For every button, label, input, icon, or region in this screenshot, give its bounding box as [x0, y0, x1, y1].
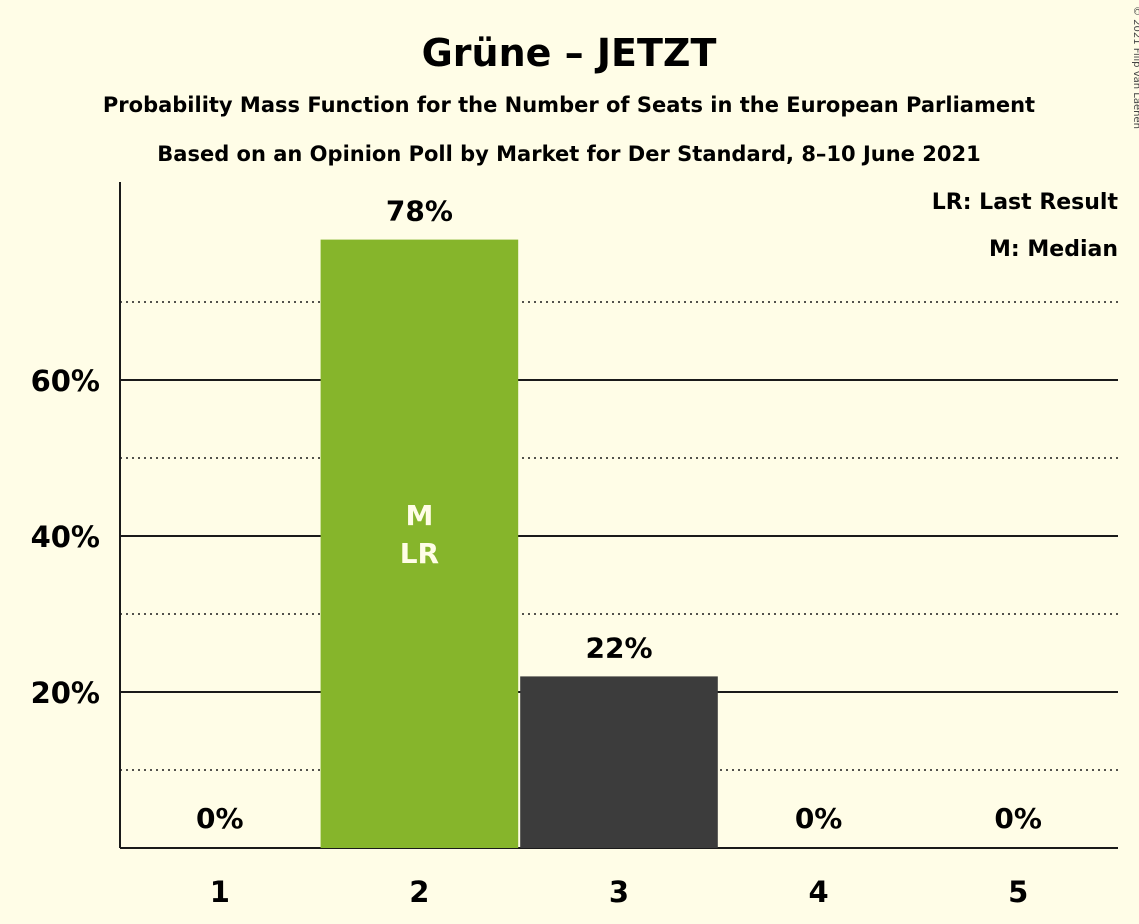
y-tick-label: 20%	[31, 676, 100, 710]
value-label: 22%	[585, 631, 652, 664]
bars	[320, 239, 718, 849]
chart-subtitle: Probability Mass Function for the Number…	[103, 93, 1035, 117]
bar-marker-label: M	[405, 499, 433, 532]
value-label: 78%	[386, 195, 453, 228]
chart-title: Grüne – JETZT	[422, 31, 717, 75]
y-tick-label: 40%	[31, 520, 100, 554]
value-label: 0%	[196, 802, 244, 835]
bar-2	[320, 239, 519, 849]
bar-marker-label: LR	[400, 537, 439, 570]
x-tick-label: 2	[409, 875, 429, 909]
copyright-text: © 2021 Filip van Laenen	[1131, 6, 1139, 129]
y-tick-label: 60%	[31, 364, 100, 398]
chart-subtitle-2: Based on an Opinion Poll by Market for D…	[157, 142, 980, 166]
x-tick-label: 4	[809, 875, 829, 909]
value-label: 0%	[994, 802, 1042, 835]
gridlines	[119, 182, 1118, 849]
legend-entry: M: Median	[989, 237, 1118, 262]
x-tick-label: 1	[210, 875, 230, 909]
legend: LR: Last Result M: Median	[932, 190, 1119, 262]
x-tick-label: 3	[609, 875, 629, 909]
bar-3	[520, 676, 718, 848]
value-label: 0%	[795, 802, 843, 835]
x-tick-label: 5	[1008, 875, 1028, 909]
legend-entry: LR: Last Result	[932, 190, 1119, 215]
